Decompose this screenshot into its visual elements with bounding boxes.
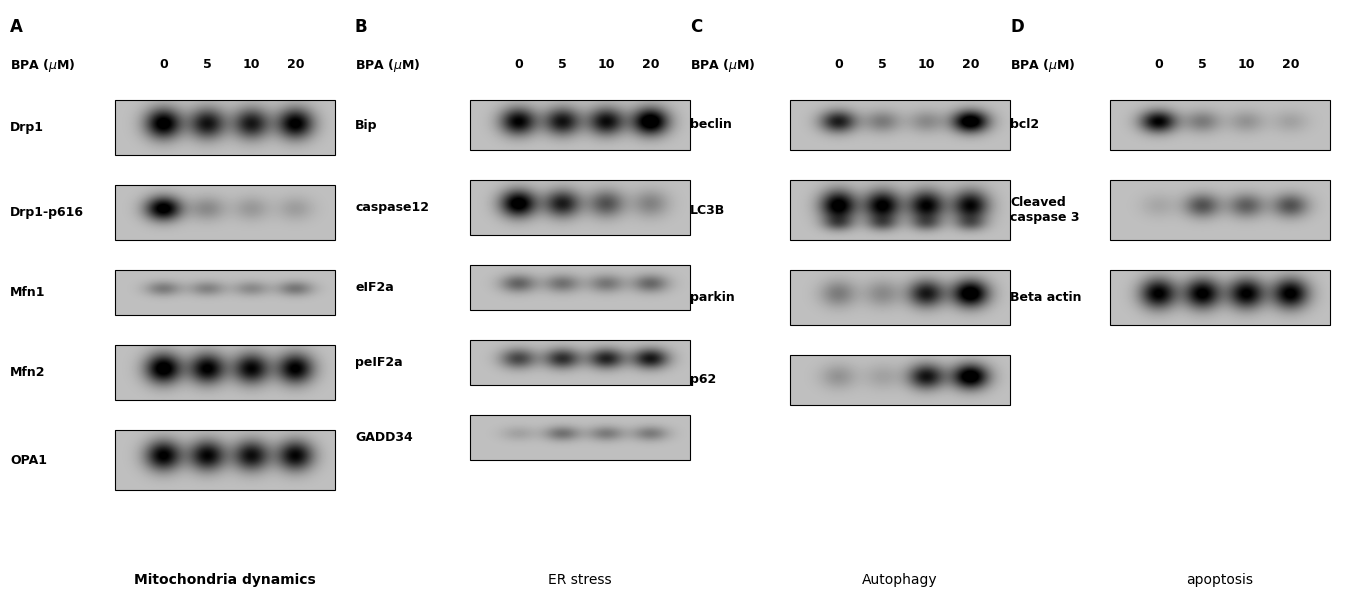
Text: eIF2a: eIF2a xyxy=(354,281,394,294)
Bar xyxy=(115,345,335,400)
Bar xyxy=(115,100,335,155)
Text: C: C xyxy=(690,18,702,36)
Bar xyxy=(470,340,690,385)
Bar xyxy=(470,180,690,235)
Text: 0: 0 xyxy=(1154,59,1162,71)
Text: 20: 20 xyxy=(287,59,304,71)
Bar xyxy=(790,100,1010,150)
Bar xyxy=(115,185,335,240)
Text: 20: 20 xyxy=(961,59,979,71)
Text: BPA ($\mu$M): BPA ($\mu$M) xyxy=(1010,56,1076,73)
Bar xyxy=(115,430,335,490)
Bar xyxy=(470,415,690,460)
Text: Mitochondria dynamics: Mitochondria dynamics xyxy=(134,573,316,587)
Bar xyxy=(790,355,1010,405)
Text: peIF2a: peIF2a xyxy=(354,356,402,369)
Text: BPA ($\mu$M): BPA ($\mu$M) xyxy=(690,56,755,73)
Text: 0: 0 xyxy=(515,59,523,71)
Text: apoptosis: apoptosis xyxy=(1187,573,1253,587)
Text: 10: 10 xyxy=(918,59,936,71)
Text: 5: 5 xyxy=(558,59,566,71)
Text: 10: 10 xyxy=(598,59,615,71)
Text: OPA1: OPA1 xyxy=(10,454,48,466)
Bar xyxy=(1109,100,1329,150)
Text: Cleaved
caspase 3: Cleaved caspase 3 xyxy=(1010,196,1080,224)
Text: 0: 0 xyxy=(834,59,843,71)
Text: caspase12: caspase12 xyxy=(354,201,429,214)
Text: B: B xyxy=(354,18,368,36)
Text: 5: 5 xyxy=(879,59,887,71)
Text: BPA ($\mu$M): BPA ($\mu$M) xyxy=(354,56,421,73)
Text: LC3B: LC3B xyxy=(690,203,725,217)
Bar xyxy=(470,265,690,310)
Text: 20: 20 xyxy=(641,59,659,71)
Text: 10: 10 xyxy=(1237,59,1255,71)
Bar xyxy=(790,180,1010,240)
Text: 5: 5 xyxy=(1198,59,1207,71)
Text: bcl2: bcl2 xyxy=(1010,119,1039,131)
Text: Drp1: Drp1 xyxy=(10,121,43,134)
Text: 5: 5 xyxy=(204,59,212,71)
Bar xyxy=(115,270,335,315)
Text: p62: p62 xyxy=(690,373,716,387)
Text: A: A xyxy=(10,18,23,36)
Text: Bip: Bip xyxy=(354,119,378,131)
Text: GADD34: GADD34 xyxy=(354,431,413,444)
Text: ER stress: ER stress xyxy=(549,573,612,587)
Text: Drp1-p616: Drp1-p616 xyxy=(10,206,84,219)
Bar xyxy=(790,270,1010,325)
Text: 0: 0 xyxy=(159,59,168,71)
Text: BPA ($\mu$M): BPA ($\mu$M) xyxy=(10,56,76,73)
Bar xyxy=(1109,270,1329,325)
Text: beclin: beclin xyxy=(690,119,732,131)
Text: Beta actin: Beta actin xyxy=(1010,291,1081,304)
Text: Mfn2: Mfn2 xyxy=(10,366,46,379)
Text: 10: 10 xyxy=(243,59,261,71)
Bar xyxy=(1109,180,1329,240)
Text: 20: 20 xyxy=(1282,59,1300,71)
Text: parkin: parkin xyxy=(690,291,735,304)
Text: D: D xyxy=(1010,18,1024,36)
Bar xyxy=(470,100,690,150)
Text: Mfn1: Mfn1 xyxy=(10,286,46,299)
Text: Autophagy: Autophagy xyxy=(862,573,938,587)
